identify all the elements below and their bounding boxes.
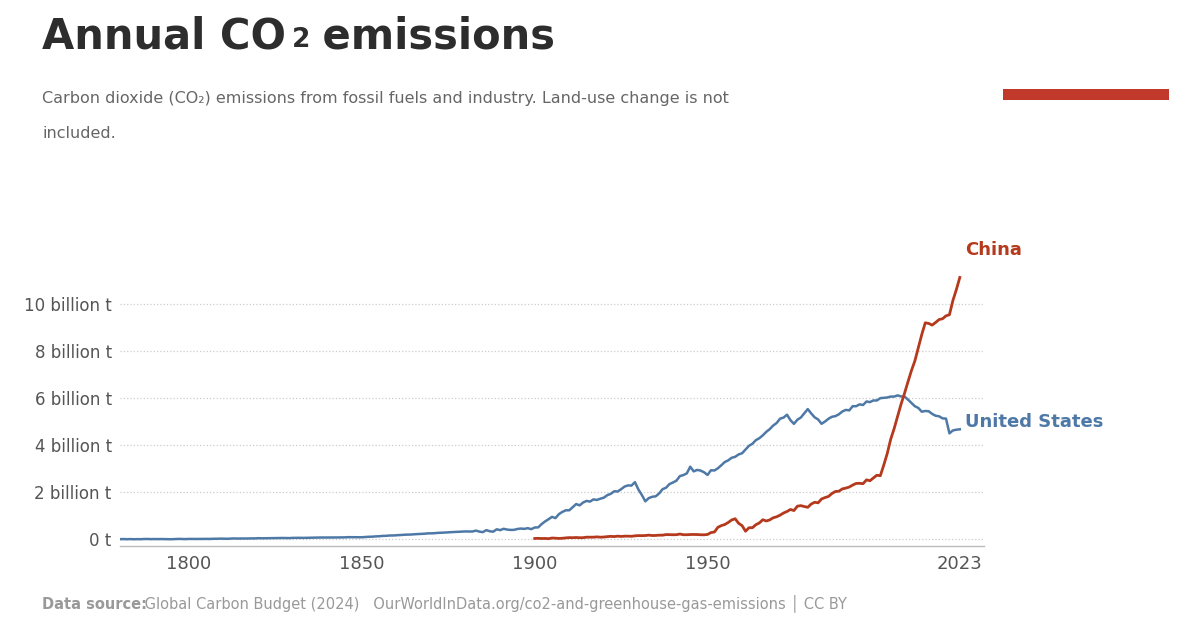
- Text: 2: 2: [293, 27, 311, 53]
- Text: China: China: [965, 241, 1022, 259]
- Text: United States: United States: [965, 413, 1103, 431]
- Text: Data source:: Data source:: [42, 597, 148, 612]
- Text: in Data: in Data: [1051, 50, 1121, 68]
- Text: Annual CO: Annual CO: [42, 16, 286, 58]
- Text: included.: included.: [42, 126, 115, 141]
- Bar: [1003, 89, 1169, 100]
- Text: Carbon dioxide (CO₂) emissions from fossil fuels and industry. Land-use change i: Carbon dioxide (CO₂) emissions from foss…: [42, 91, 728, 106]
- Text: emissions: emissions: [307, 16, 554, 58]
- Text: Global Carbon Budget (2024)   OurWorldInData.org/co2-and-greenhouse-gas-emission: Global Carbon Budget (2024) OurWorldInDa…: [140, 595, 847, 612]
- Text: Our World: Our World: [1037, 23, 1135, 41]
